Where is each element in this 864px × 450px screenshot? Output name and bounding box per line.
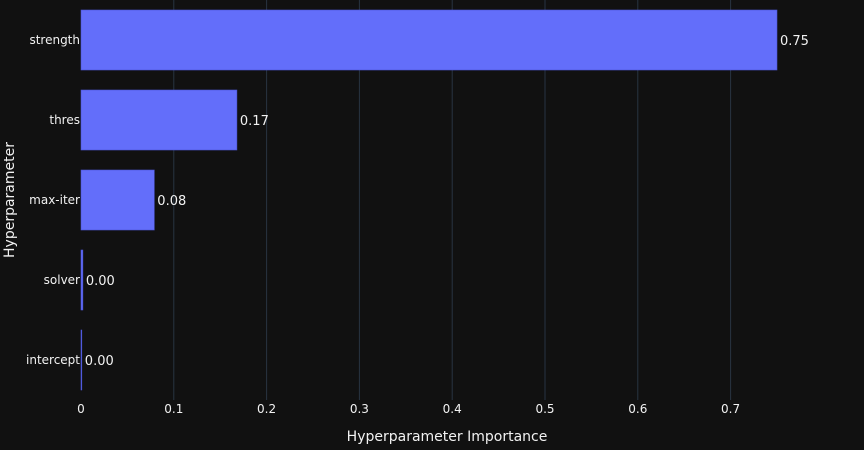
x-tick-label: 0.5 [535, 402, 554, 416]
data-labels: 0.75 0.17 0.08 0.00 0.00 [85, 34, 809, 369]
x-tick-label: 0.4 [443, 402, 462, 416]
x-tick-label: 0.7 [721, 402, 740, 416]
x-tick-label: 0.3 [350, 402, 369, 416]
x-axis-title: Hyperparameter Importance [347, 429, 548, 445]
y-axis-title: Hyperparameter [2, 142, 18, 258]
bar-solver [80, 249, 84, 311]
data-label: 0.00 [86, 274, 115, 289]
bar-max-iter [80, 169, 155, 231]
bar-intercept [80, 329, 83, 391]
y-tick-label: thres [49, 113, 80, 127]
bars [80, 9, 778, 391]
bar-thres [80, 89, 238, 151]
x-tick-label: 0.1 [164, 402, 183, 416]
y-tick-labels: strength thres max-iter solver intercept [26, 33, 80, 367]
y-tick-label: intercept [26, 353, 80, 367]
x-tick-label: 0.2 [257, 402, 276, 416]
data-label: 0.00 [85, 354, 114, 369]
x-tick-labels: 0 0.1 0.2 0.3 0.4 0.5 0.6 0.7 [77, 402, 740, 416]
x-tick-label: 0.6 [628, 402, 647, 416]
bar-strength [80, 9, 778, 71]
y-tick-label: solver [44, 273, 80, 287]
y-tick-label: max-iter [29, 193, 80, 207]
y-tick-label: strength [29, 33, 80, 47]
data-label: 0.17 [240, 114, 269, 129]
data-label: 0.75 [780, 34, 809, 49]
data-label: 0.08 [157, 194, 186, 209]
x-tick-label: 0 [77, 402, 85, 416]
